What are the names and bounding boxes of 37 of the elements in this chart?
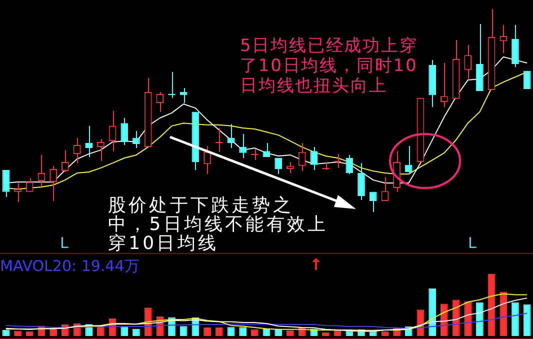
candlestick (85, 125, 93, 158)
candlestick (262, 142, 270, 158)
text: L (60, 234, 68, 252)
candlestick (334, 153, 342, 168)
candlestick (404, 146, 412, 174)
candlestick (523, 70, 531, 90)
candlestick (500, 24, 508, 54)
bar (512, 302, 519, 336)
candlestick (440, 62, 448, 108)
candlestick (298, 142, 306, 172)
candlestick (512, 24, 519, 68)
candlestick (50, 165, 57, 202)
candlestick (358, 162, 365, 201)
candlestick (2, 169, 10, 198)
candlestick (132, 130, 140, 149)
candlestick (250, 148, 258, 161)
candlestick (227, 124, 235, 149)
candlestick (346, 154, 354, 175)
annotation: 股价处于下跌走势之中，5日均线不能有效上穿10日均线 (108, 195, 330, 254)
candlestick (215, 127, 223, 152)
text: L (468, 234, 476, 252)
bar (464, 301, 472, 336)
candlestick (180, 87, 188, 104)
chart-title: MAVOL20: 19.44万 (0, 257, 140, 276)
candlestick (108, 110, 116, 152)
annotation: 5日均线已经成功上穿了10日均线，同时10日均线也扭头向上 (240, 36, 419, 96)
bar (523, 304, 531, 336)
candlestick (464, 44, 472, 81)
candlestick (120, 118, 128, 146)
candlestick (310, 146, 318, 170)
bar (500, 292, 508, 336)
candlestick (286, 162, 294, 174)
candlestick (239, 134, 246, 158)
bar (476, 302, 484, 336)
candlestick (14, 182, 22, 203)
bar (428, 288, 436, 336)
bar (322, 332, 330, 336)
